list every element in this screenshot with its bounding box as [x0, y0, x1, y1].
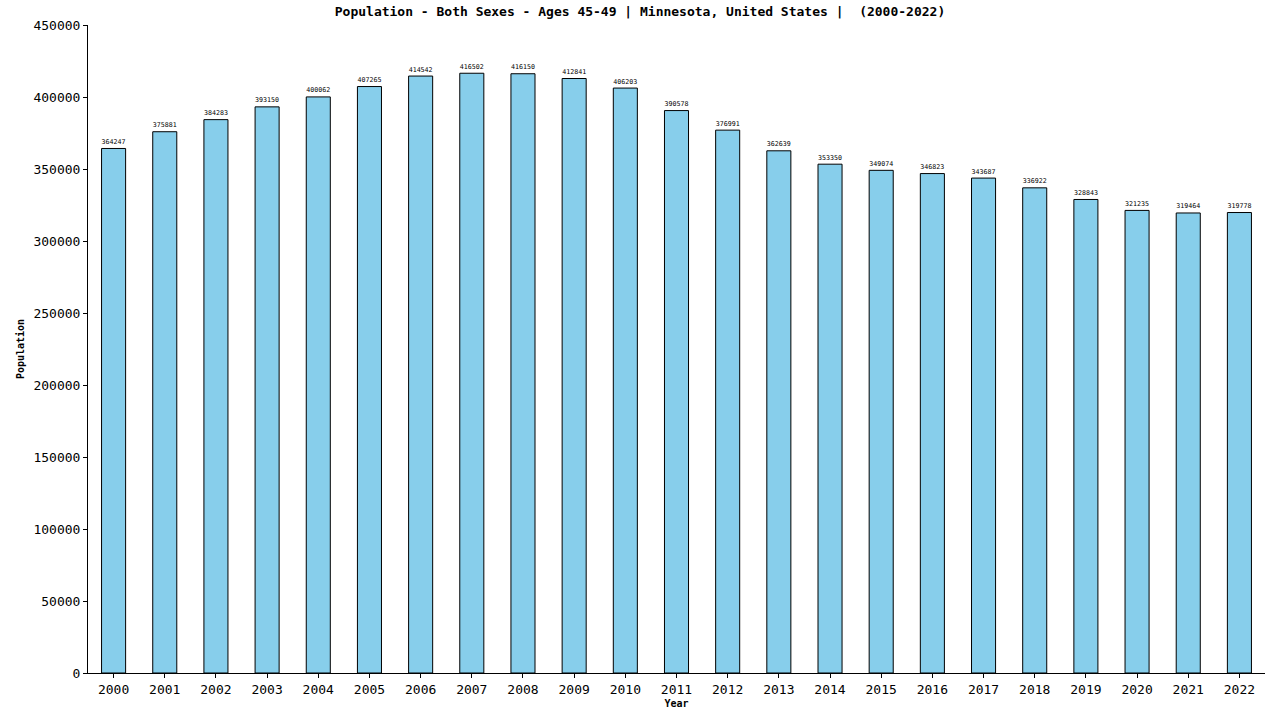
svg-text:50000: 50000: [41, 594, 80, 609]
svg-text:343687: 343687: [972, 168, 996, 176]
svg-text:2007: 2007: [456, 682, 487, 697]
svg-text:416150: 416150: [511, 63, 535, 71]
svg-text:2006: 2006: [405, 682, 436, 697]
svg-text:362639: 362639: [767, 140, 791, 148]
svg-text:2004: 2004: [303, 682, 334, 697]
svg-text:2010: 2010: [610, 682, 641, 697]
svg-text:2008: 2008: [507, 682, 538, 697]
svg-text:406203: 406203: [613, 78, 637, 86]
svg-text:349074: 349074: [869, 160, 893, 168]
svg-text:2013: 2013: [763, 682, 794, 697]
svg-text:407265: 407265: [357, 76, 381, 84]
svg-text:2015: 2015: [866, 682, 897, 697]
svg-text:2019: 2019: [1070, 682, 1101, 697]
svg-text:376991: 376991: [716, 120, 740, 128]
svg-text:400000: 400000: [33, 90, 80, 105]
svg-text:Year: Year: [664, 698, 688, 709]
svg-text:393150: 393150: [255, 96, 279, 104]
svg-text:2022: 2022: [1224, 682, 1255, 697]
svg-text:414542: 414542: [409, 66, 433, 74]
svg-text:364247: 364247: [102, 138, 126, 146]
svg-text:416502: 416502: [460, 63, 484, 71]
svg-text:319464: 319464: [1176, 202, 1200, 210]
svg-text:Population - Both Sexes - Ages: Population - Both Sexes - Ages 45-49 | M…: [335, 4, 945, 19]
svg-text:2005: 2005: [354, 682, 385, 697]
svg-text:2009: 2009: [558, 682, 589, 697]
svg-text:450000: 450000: [33, 18, 80, 33]
svg-text:2021: 2021: [1173, 682, 1204, 697]
svg-text:328843: 328843: [1074, 189, 1098, 197]
svg-text:2012: 2012: [712, 682, 743, 697]
svg-text:375881: 375881: [153, 121, 177, 129]
svg-text:336922: 336922: [1023, 177, 1047, 185]
svg-text:2014: 2014: [814, 682, 845, 697]
svg-text:2017: 2017: [968, 682, 999, 697]
svg-text:2016: 2016: [917, 682, 948, 697]
svg-text:321235: 321235: [1125, 200, 1149, 208]
svg-text:250000: 250000: [33, 306, 80, 321]
svg-text:2002: 2002: [200, 682, 231, 697]
svg-text:350000: 350000: [33, 162, 80, 177]
svg-text:2001: 2001: [149, 682, 180, 697]
svg-text:2000: 2000: [98, 682, 129, 697]
svg-text:319778: 319778: [1227, 202, 1251, 210]
svg-text:390578: 390578: [665, 100, 689, 108]
svg-text:Population: Population: [15, 319, 26, 379]
svg-text:2011: 2011: [661, 682, 692, 697]
svg-text:400062: 400062: [306, 86, 330, 94]
svg-text:2020: 2020: [1121, 682, 1152, 697]
svg-text:0: 0: [73, 666, 81, 681]
svg-text:353350: 353350: [818, 154, 842, 162]
svg-text:2018: 2018: [1019, 682, 1050, 697]
svg-text:100000: 100000: [33, 522, 80, 537]
svg-text:412841: 412841: [562, 68, 586, 76]
svg-text:300000: 300000: [33, 234, 80, 249]
svg-text:200000: 200000: [33, 378, 80, 393]
svg-text:384283: 384283: [204, 109, 228, 117]
svg-text:2003: 2003: [251, 682, 282, 697]
svg-text:346823: 346823: [920, 163, 944, 171]
svg-text:150000: 150000: [33, 450, 80, 465]
